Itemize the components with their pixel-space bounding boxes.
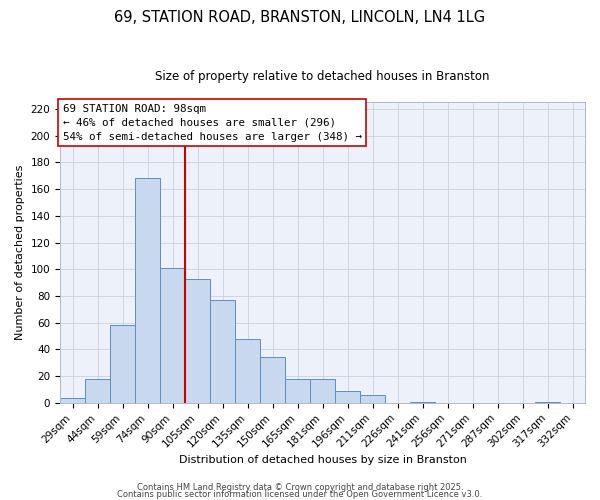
Bar — [160, 268, 185, 403]
Bar — [535, 402, 560, 403]
Title: Size of property relative to detached houses in Branston: Size of property relative to detached ho… — [155, 70, 490, 83]
Bar — [335, 391, 360, 403]
Bar — [135, 178, 160, 403]
Bar — [410, 402, 435, 403]
Bar — [235, 338, 260, 403]
Y-axis label: Number of detached properties: Number of detached properties — [15, 165, 25, 340]
Text: 69 STATION ROAD: 98sqm
← 46% of detached houses are smaller (296)
54% of semi-de: 69 STATION ROAD: 98sqm ← 46% of detached… — [62, 104, 362, 142]
Bar — [260, 358, 285, 403]
Bar — [285, 379, 310, 403]
Bar — [60, 398, 85, 403]
Bar — [360, 395, 385, 403]
Text: 69, STATION ROAD, BRANSTON, LINCOLN, LN4 1LG: 69, STATION ROAD, BRANSTON, LINCOLN, LN4… — [115, 10, 485, 25]
Bar — [310, 379, 335, 403]
Bar — [210, 300, 235, 403]
Text: Contains HM Land Registry data © Crown copyright and database right 2025.: Contains HM Land Registry data © Crown c… — [137, 484, 463, 492]
X-axis label: Distribution of detached houses by size in Branston: Distribution of detached houses by size … — [179, 455, 466, 465]
Bar — [110, 326, 135, 403]
Bar — [185, 278, 210, 403]
Bar — [85, 379, 110, 403]
Text: Contains public sector information licensed under the Open Government Licence v3: Contains public sector information licen… — [118, 490, 482, 499]
